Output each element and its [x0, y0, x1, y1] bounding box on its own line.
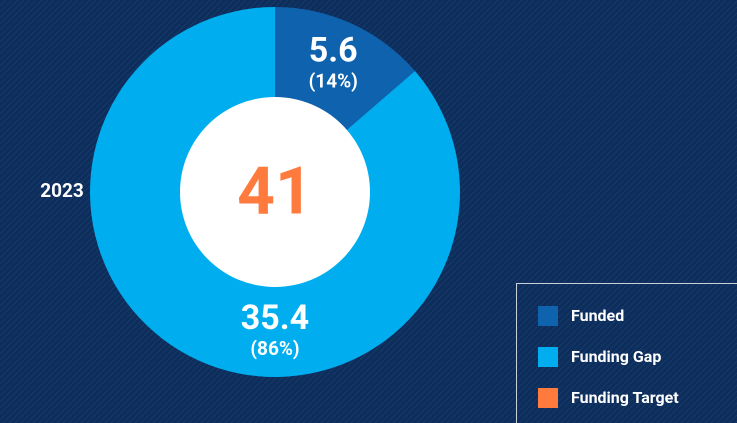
legend-box	[516, 283, 737, 423]
donut-hole	[180, 97, 370, 287]
legend-label: Funding Target	[571, 388, 679, 407]
slice-value-label: 35.4	[241, 298, 309, 338]
slice-share-label: (14%)	[309, 70, 358, 93]
total-label: 41	[237, 153, 313, 230]
legend-swatch	[538, 347, 558, 367]
slice-value-label: 5.6	[309, 31, 358, 71]
row-label: 2023	[40, 179, 84, 202]
legend-label: Funding Gap	[571, 347, 661, 366]
legend-swatch	[538, 388, 558, 408]
legend-swatch	[538, 306, 558, 326]
legend-label: Funded	[571, 306, 624, 325]
slice-share-label: (86%)	[250, 337, 299, 360]
